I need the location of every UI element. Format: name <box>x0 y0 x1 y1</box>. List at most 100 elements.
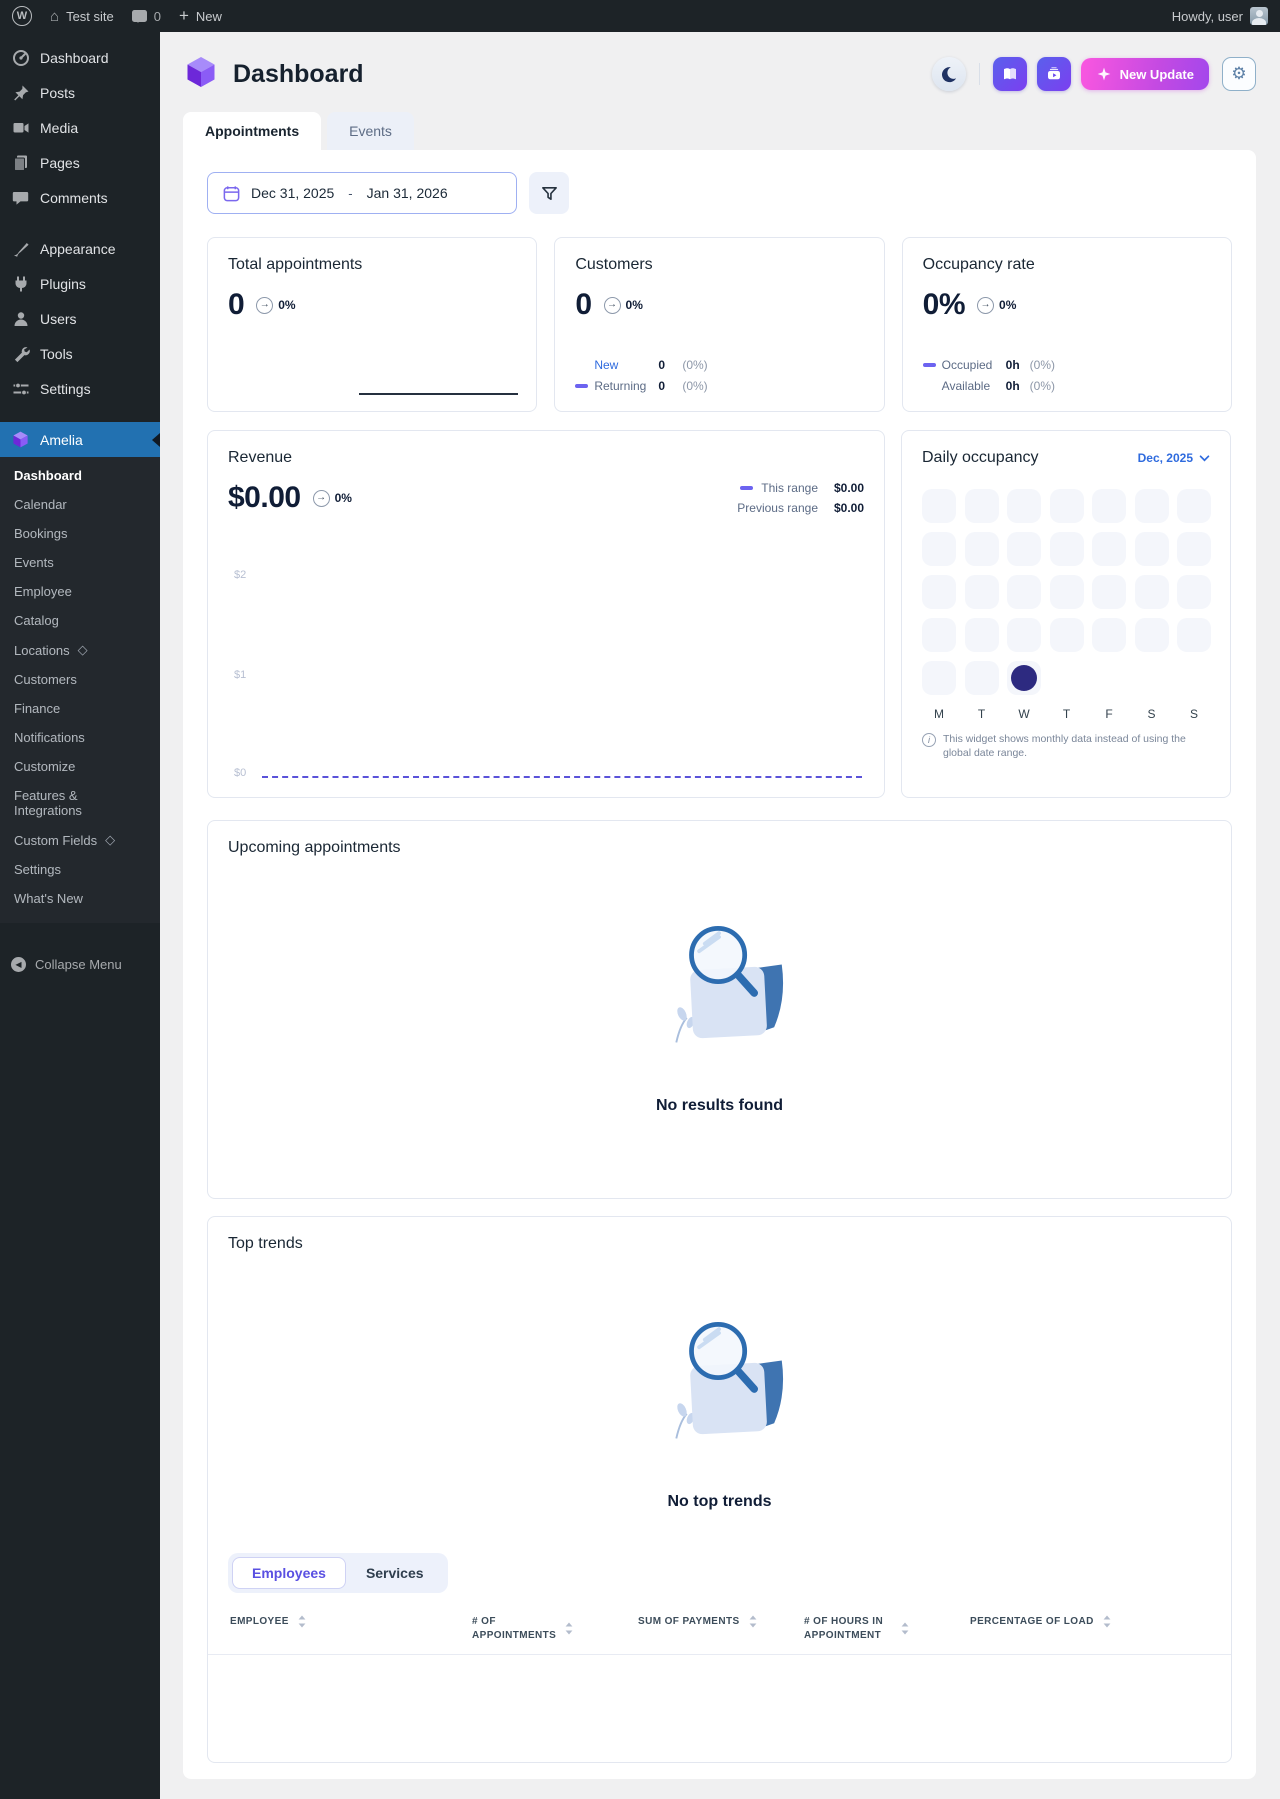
sidebar-item-settings[interactable]: Settings <box>0 371 160 406</box>
amelia-submenu-features-integrations[interactable]: Features & Integrations <box>0 781 160 825</box>
breakdown-label: Occupied <box>941 358 993 372</box>
filter-button[interactable] <box>529 172 569 214</box>
amelia-submenu-calendar[interactable]: Calendar <box>0 490 160 519</box>
column-header-of-hours-in-appointment: # OF HOURS IN APPOINTMENT <box>804 1615 970 1642</box>
calendar-day[interactable] <box>1134 489 1169 523</box>
sort-icon[interactable] <box>565 1622 573 1635</box>
calendar-day[interactable] <box>922 618 956 652</box>
amelia-submenu-events[interactable]: Events <box>0 548 160 577</box>
column-label: # OF APPOINTMENTS <box>472 1616 557 1641</box>
calendar-day[interactable] <box>1007 532 1041 566</box>
amelia-submenu-bookings[interactable]: Bookings <box>0 519 160 548</box>
site-name-link[interactable]: ⌂ Test site <box>50 9 114 24</box>
toggle-employees[interactable]: Employees <box>232 1557 346 1589</box>
column-header-employee: EMPLOYEE <box>230 1615 472 1629</box>
video-tutorials-button[interactable] <box>1036 57 1071 91</box>
amelia-logo-icon <box>183 54 219 95</box>
calendar-day[interactable] <box>1092 575 1126 609</box>
calendar-day[interactable] <box>1134 618 1169 652</box>
sidebar-item-comments[interactable]: Comments <box>0 180 160 215</box>
wp-logo-menu[interactable]: W <box>12 6 32 26</box>
amelia-submenu-customize[interactable]: Customize <box>0 752 160 781</box>
amelia-submenu-settings[interactable]: Settings <box>0 855 160 884</box>
comment-icon <box>11 188 30 207</box>
calendar-day[interactable] <box>1177 575 1211 609</box>
amelia-submenu-customers[interactable]: Customers <box>0 665 160 694</box>
calendar-day[interactable] <box>1007 575 1041 609</box>
settings-gear-button[interactable]: ⚙ <box>1222 57 1256 91</box>
divider <box>978 63 980 85</box>
sidebar-item-pages[interactable]: Pages <box>0 145 160 180</box>
settings-icon <box>11 379 30 398</box>
calendar-day[interactable] <box>1092 489 1126 523</box>
amelia-submenu-finance[interactable]: Finance <box>0 694 160 723</box>
sidebar-item-appearance[interactable]: Appearance <box>0 231 160 266</box>
calendar-day[interactable] <box>1049 532 1084 566</box>
trend-indicator: → 0% <box>603 296 643 314</box>
admin-bar-left: W ⌂ Test site 0 + New <box>12 6 222 26</box>
calendar-day[interactable] <box>1177 532 1211 566</box>
calendar-day[interactable] <box>1049 618 1084 652</box>
calendar-day[interactable] <box>1007 618 1041 652</box>
sort-icon[interactable] <box>901 1622 909 1635</box>
dark-mode-toggle[interactable] <box>931 57 966 91</box>
date-range-picker[interactable]: Dec 31, 2025 - Jan 31, 2026 <box>207 172 517 214</box>
calendar-day[interactable] <box>922 532 956 566</box>
date-range-end: Jan 31, 2026 <box>366 185 448 201</box>
calendar-day[interactable] <box>1007 661 1041 695</box>
calendar-day[interactable] <box>1049 575 1084 609</box>
calendar-day[interactable] <box>922 489 956 523</box>
month-selector[interactable]: Dec, 2025 <box>1138 451 1210 465</box>
amelia-submenu-custom-fields[interactable]: Custom Fields ◇ <box>0 825 160 855</box>
sidebar-item-posts[interactable]: Posts <box>0 75 160 110</box>
calendar-day[interactable] <box>964 575 999 609</box>
sidebar-item-dashboard[interactable]: Dashboard <box>0 40 160 75</box>
calendar-day[interactable] <box>922 661 956 695</box>
sidebar-item-amelia[interactable]: Amelia <box>0 422 160 457</box>
sidebar-item-tools[interactable]: Tools <box>0 336 160 371</box>
sort-icon[interactable] <box>1103 1615 1111 1628</box>
comments-shortcut[interactable]: 0 <box>131 9 161 24</box>
amelia-submenu-notifications[interactable]: Notifications <box>0 723 160 752</box>
sort-icon[interactable] <box>298 1615 306 1628</box>
sidebar-item-media[interactable]: Media <box>0 110 160 145</box>
column-header-of-appointments: # OF APPOINTMENTS <box>472 1615 638 1642</box>
sort-icon[interactable] <box>749 1615 757 1628</box>
calendar-day[interactable] <box>1092 618 1126 652</box>
calendar-day[interactable] <box>1092 532 1126 566</box>
stat-title: Customers <box>575 256 653 273</box>
calendar-day[interactable] <box>1134 575 1169 609</box>
amelia-submenu-catalog[interactable]: Catalog <box>0 606 160 635</box>
amelia-submenu-employee[interactable]: Employee <box>0 577 160 606</box>
amelia-submenu-dashboard[interactable]: Dashboard <box>0 461 160 490</box>
new-update-button[interactable]: New Update <box>1080 58 1209 90</box>
howdy-menu[interactable]: Howdy, user <box>1172 7 1268 25</box>
submenu-item-label: Employee <box>14 584 72 599</box>
calendar-day[interactable] <box>1134 532 1169 566</box>
user-icon <box>11 309 30 328</box>
calendar-day[interactable] <box>922 575 956 609</box>
calendar-day[interactable] <box>964 532 999 566</box>
calendar-day[interactable] <box>964 489 999 523</box>
calendar-day[interactable] <box>1049 489 1084 523</box>
toggle-services[interactable]: Services <box>365 1565 424 1581</box>
amelia-submenu-locations[interactable]: Locations ◇ <box>0 635 160 665</box>
charts-row: Revenue $0.00 → 0% This range $0.00 Previou… <box>207 430 1232 798</box>
sidebar-item-users[interactable]: Users <box>0 301 160 336</box>
sidebar-item-plugins[interactable]: Plugins <box>0 266 160 301</box>
daily-occupancy-note: i This widget shows monthly data instead… <box>922 732 1216 760</box>
occupancy-breakdown: Occupied 0h (0%) Available 0h (0%) <box>922 358 1211 393</box>
weekday-label: S <box>1147 707 1156 721</box>
calendar-day[interactable] <box>1007 489 1041 523</box>
calendar-day[interactable] <box>964 618 999 652</box>
sidebar-item-label: Pages <box>40 154 80 171</box>
documentation-button[interactable] <box>992 57 1027 91</box>
tab-events[interactable]: Events <box>327 112 414 150</box>
calendar-day[interactable] <box>1177 618 1211 652</box>
collapse-menu-button[interactable]: ◀ Collapse Menu <box>0 949 160 980</box>
calendar-day[interactable] <box>1177 489 1211 523</box>
new-content-menu[interactable]: + New <box>179 7 222 24</box>
calendar-day[interactable] <box>964 661 999 695</box>
tab-appointments[interactable]: Appointments <box>183 112 322 150</box>
amelia-submenu-what-s-new[interactable]: What's New <box>0 884 160 913</box>
